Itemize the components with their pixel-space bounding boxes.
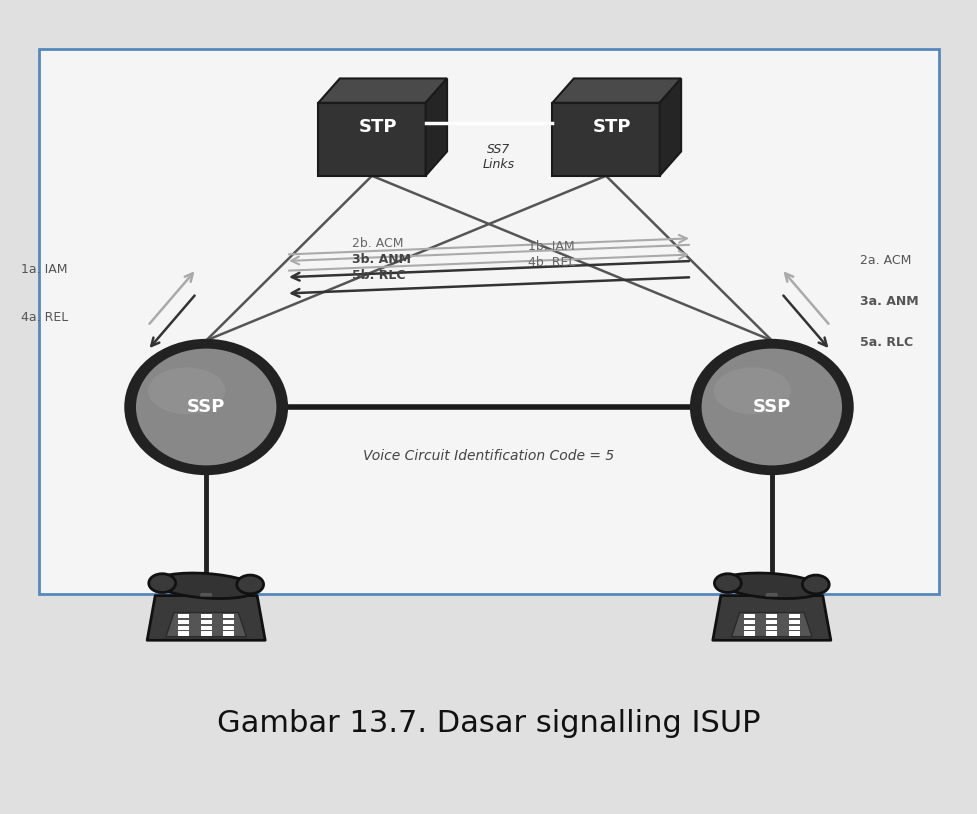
Polygon shape [743,619,754,624]
Text: SSP: SSP [752,398,790,416]
Polygon shape [659,78,680,176]
Polygon shape [743,632,754,636]
Text: 2b. ACM: 2b. ACM [352,237,404,250]
Polygon shape [199,593,212,597]
Ellipse shape [713,574,741,593]
Polygon shape [766,619,777,624]
Circle shape [124,339,288,475]
Polygon shape [788,614,799,619]
Polygon shape [766,632,777,636]
Text: 3a. ANM: 3a. ANM [859,295,917,308]
Text: SS7
Links: SS7 Links [483,143,514,172]
Polygon shape [552,78,680,103]
Ellipse shape [148,367,225,414]
Text: 1a. IAM: 1a. IAM [21,263,67,276]
Polygon shape [223,625,234,630]
Text: 3b. ANM: 3b. ANM [352,253,411,266]
Polygon shape [223,619,234,624]
Polygon shape [178,619,189,624]
Text: Gambar 13.7. Dasar signalling ISUP: Gambar 13.7. Dasar signalling ISUP [217,709,760,737]
Text: STP: STP [592,118,630,136]
Polygon shape [318,103,425,176]
Polygon shape [318,78,446,103]
Polygon shape [200,625,211,630]
Polygon shape [200,614,211,619]
Ellipse shape [713,367,790,414]
Text: STP: STP [359,118,397,136]
Polygon shape [178,625,189,630]
Circle shape [136,348,276,466]
Text: SSP: SSP [187,398,225,416]
Text: 4a. REL: 4a. REL [21,311,68,324]
Polygon shape [766,625,777,630]
Polygon shape [788,632,799,636]
Polygon shape [712,596,830,641]
Polygon shape [743,625,754,630]
Polygon shape [731,613,811,637]
Text: 5a. RLC: 5a. RLC [859,335,912,348]
Ellipse shape [149,574,176,593]
Polygon shape [425,78,446,176]
Ellipse shape [720,573,822,598]
Text: Voice Circuit Identification Code = 5: Voice Circuit Identification Code = 5 [363,449,614,462]
Polygon shape [147,596,265,641]
Ellipse shape [155,573,257,598]
Polygon shape [765,593,778,597]
Ellipse shape [801,575,828,594]
Polygon shape [552,103,659,176]
Circle shape [689,339,853,475]
Polygon shape [766,614,777,619]
Polygon shape [166,613,246,637]
Polygon shape [200,632,211,636]
Polygon shape [743,614,754,619]
Polygon shape [223,632,234,636]
Polygon shape [178,632,189,636]
Polygon shape [788,619,799,624]
Ellipse shape [236,575,264,594]
Circle shape [701,348,841,466]
Text: 5b. RLC: 5b. RLC [352,269,405,282]
Text: 2a. ACM: 2a. ACM [859,255,910,268]
Polygon shape [178,614,189,619]
Text: 4b. REL: 4b. REL [528,256,574,269]
Text: 1b. IAM: 1b. IAM [528,240,574,253]
Polygon shape [223,614,234,619]
Polygon shape [200,619,211,624]
Polygon shape [788,625,799,630]
